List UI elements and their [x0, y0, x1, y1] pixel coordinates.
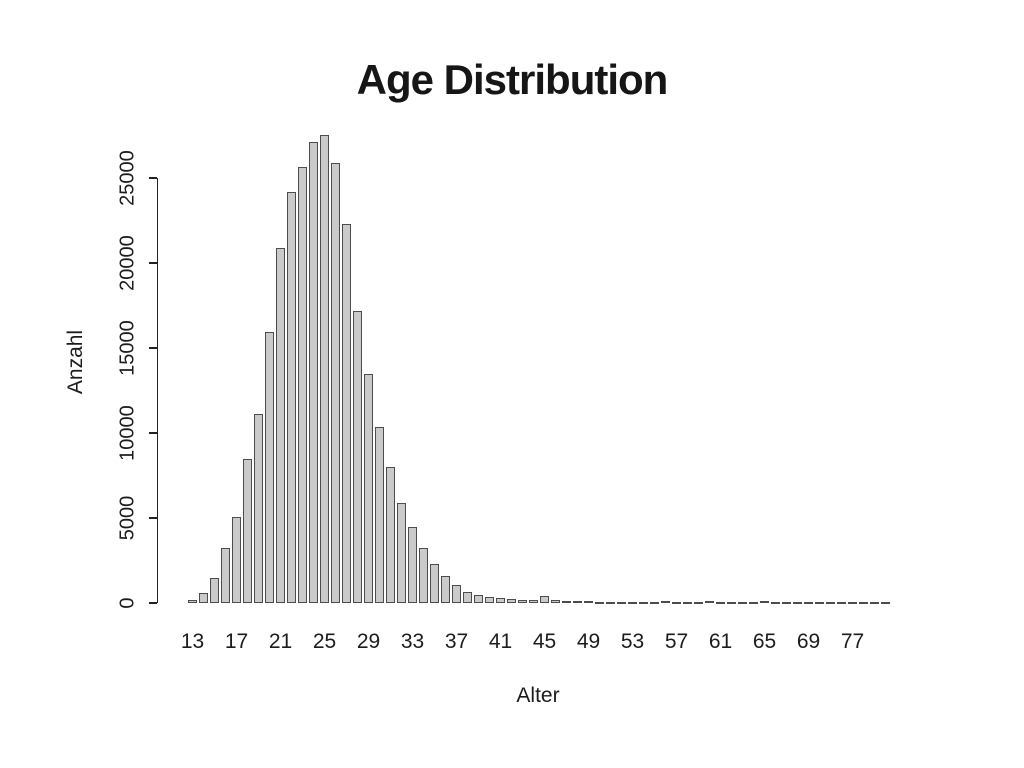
histogram-bar [594, 601, 605, 604]
histogram-bar [231, 516, 242, 603]
histogram-bar [275, 247, 286, 603]
x-tick-label: 61 [708, 630, 733, 653]
y-tick-mark [148, 347, 157, 349]
histogram-bar [374, 427, 385, 603]
histogram-bar [836, 601, 847, 604]
histogram-bar [319, 134, 330, 603]
y-tick-mark [148, 262, 157, 264]
histogram-bar [539, 595, 550, 603]
histogram-bar [847, 601, 858, 604]
histogram-bar [440, 575, 451, 603]
x-tick-label: 53 [620, 630, 645, 653]
y-tick-mark [148, 432, 157, 434]
histogram-bar [693, 601, 704, 604]
histogram-bar [407, 527, 418, 603]
histogram-bar [803, 601, 814, 604]
x-tick-label: 45 [532, 630, 557, 653]
x-tick-label: 21 [268, 630, 293, 653]
histogram-bar [726, 601, 737, 604]
histogram-bar [682, 601, 693, 604]
x-tick-label: 13 [180, 630, 205, 653]
histogram-bar [528, 600, 539, 603]
x-tick-label: 37 [444, 630, 469, 653]
histogram-bar [759, 600, 770, 603]
histogram-bar [220, 548, 231, 603]
histogram-bar [209, 578, 220, 603]
y-tick-label: 20000 [116, 235, 139, 291]
y-axis-title: Anzahl [64, 329, 87, 395]
histogram-bar [781, 601, 792, 604]
y-tick-mark [148, 177, 157, 179]
histogram-bar [880, 601, 891, 604]
y-tick-mark [148, 517, 157, 519]
histogram-bar [495, 598, 506, 603]
x-tick-label: 65 [752, 630, 777, 653]
histogram-bar [462, 591, 473, 603]
histogram-bar [297, 166, 308, 603]
x-tick-label: 77 [840, 630, 865, 653]
histogram-bar [715, 601, 726, 604]
histogram-bar [198, 592, 209, 603]
histogram-bar [858, 601, 869, 604]
histogram-bar [385, 467, 396, 603]
x-axis-title: Alter [516, 684, 560, 707]
histogram-bar [638, 601, 649, 604]
histogram-bar [825, 601, 836, 604]
histogram-bar [583, 601, 594, 604]
x-tick-label: 17 [224, 630, 249, 653]
histogram-bar [451, 584, 462, 603]
histogram-bar [869, 601, 880, 604]
histogram-bar [517, 599, 528, 603]
x-tick-label: 33 [400, 630, 425, 653]
y-axis-line [156, 178, 158, 603]
histogram-bar [242, 459, 253, 603]
histogram-bar [484, 597, 495, 603]
histogram-bar [308, 142, 319, 603]
histogram-bar [264, 331, 275, 603]
histogram-bar [792, 601, 803, 604]
histogram-bar [253, 414, 264, 603]
histogram-bar [671, 601, 682, 604]
histogram-bar [473, 595, 484, 603]
histogram-bar [770, 601, 781, 604]
histogram-bar [660, 601, 671, 604]
histogram-bar [396, 502, 407, 603]
histogram-bar [737, 601, 748, 604]
histogram-bar [561, 600, 572, 603]
y-tick-label: 0 [116, 597, 139, 609]
y-tick-mark [148, 602, 157, 604]
histogram-bar [814, 601, 825, 604]
histogram-bar [429, 563, 440, 603]
histogram-bar [341, 223, 352, 603]
x-tick-label: 25 [312, 630, 337, 653]
histogram-bar [616, 601, 627, 604]
histogram-bar [572, 601, 583, 604]
x-tick-label: 41 [488, 630, 513, 653]
x-tick-label: 29 [356, 630, 381, 653]
histogram-bar [330, 162, 341, 603]
histogram-bar [748, 601, 759, 604]
y-tick-label: 25000 [116, 150, 139, 206]
histogram-bar [649, 601, 660, 604]
histogram-bar [418, 548, 429, 603]
chart-title: Age Distribution [356, 56, 669, 103]
x-tick-label: 69 [796, 630, 821, 653]
histogram-bar [506, 599, 517, 603]
y-tick-label: 15000 [116, 320, 139, 376]
histogram-bar [605, 601, 616, 604]
histogram-bar [704, 601, 715, 604]
y-tick-label: 10000 [116, 405, 139, 461]
histogram-bar [187, 600, 198, 603]
histogram-bar [550, 600, 561, 603]
x-tick-label: 49 [576, 630, 601, 653]
histogram-bar [363, 373, 374, 603]
histogram-bar [352, 310, 363, 603]
x-tick-label: 57 [664, 630, 689, 653]
histogram-bar [286, 191, 297, 603]
histogram-bar [627, 601, 638, 604]
y-tick-label: 5000 [116, 495, 139, 541]
